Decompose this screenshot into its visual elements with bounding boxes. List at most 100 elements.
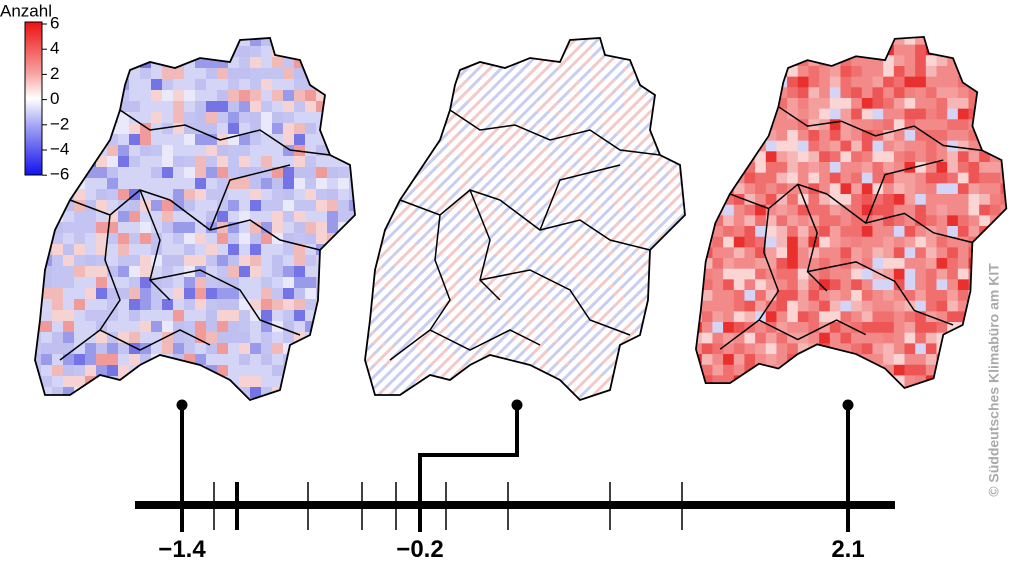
map-cell [503,387,515,399]
map-cell [723,36,735,46]
map-cell [327,134,339,146]
map-cell [129,387,141,399]
map-cell [569,79,581,91]
map-cell [503,299,515,311]
map-cell [861,97,873,110]
map-cell [206,299,218,311]
map-cell [723,108,735,120]
map-cell [613,38,625,47]
map-cell [217,332,229,344]
map-cell [925,322,937,334]
map-cell [808,151,820,163]
map-cell [140,244,152,256]
map-cell [925,343,937,355]
map-cell [404,244,416,256]
map-cell [872,354,884,366]
map-cell [184,387,196,399]
map-cell [393,398,405,400]
map-cell [85,46,97,58]
map-cell [657,376,669,388]
map-cell [851,322,863,334]
map-cell [893,76,905,88]
map-cell [1000,108,1007,120]
map-cell [755,36,767,46]
map-cell [861,279,873,291]
map-cell [547,57,559,69]
map-cell [448,145,460,157]
credit: © Süddeutsches Klimabüro am KIT [986,263,1002,497]
map-cell [797,129,809,142]
map-cell [755,364,767,376]
map-cell [723,354,735,366]
map-cell [547,156,559,168]
map-cell [118,123,130,135]
map-cell [250,189,262,201]
map-cell [349,222,355,234]
map-cell [755,183,767,195]
map-cell [382,189,394,201]
map-cell [492,68,504,80]
map-cell [580,112,592,124]
map-cell [861,236,873,248]
map-cell [893,108,905,120]
map-cell [217,288,229,300]
map-cell [646,255,658,267]
map-cell [646,57,658,69]
map-cell [787,204,799,216]
map-cell [63,310,75,322]
map-cell [250,288,262,300]
map-cell [829,204,841,216]
map-cell [492,266,504,278]
map-cell [915,65,927,78]
map-cell [1000,87,1007,99]
map-cell [228,244,240,256]
map-cell [808,87,820,99]
map-cell [107,321,119,333]
map-cell [316,68,328,80]
map-cell [206,46,218,58]
map-cell [744,375,756,387]
map-cell [470,145,482,157]
map-cell [936,322,948,334]
map-cell [808,279,820,291]
map-cell [657,101,669,113]
map-cell [904,290,916,302]
map-cell [459,211,471,223]
map-cell [968,151,980,163]
map-cell [426,387,438,399]
map-cell [206,156,218,168]
map-cell [415,38,427,47]
map-cell [558,101,570,113]
map-cell [118,200,130,212]
map-cell [338,222,350,234]
map-cell [701,87,713,99]
map-cell [41,200,53,212]
map-cell [701,129,713,142]
map-cell [624,277,636,289]
map-cell [657,266,669,278]
map-cell [85,57,97,69]
map-cell [393,299,405,311]
map-cell [668,200,680,212]
map-cell [481,145,493,157]
map-cell [239,387,251,399]
map-cell [701,322,713,334]
map-cell [261,112,273,124]
map-cell [861,364,873,376]
map-cell [459,244,471,256]
map-cell [679,365,685,377]
map-cell [41,266,53,278]
map-cell [851,76,863,88]
map-cell [206,288,218,300]
map-cell [415,90,427,102]
map-cell [393,200,405,212]
map-cell [426,255,438,267]
map-cell [536,299,548,311]
map-cell [470,156,482,168]
map-cell [840,375,852,387]
map-cell [591,79,603,91]
map-cell [217,222,229,234]
map-cell [646,46,658,58]
map-cell [591,222,603,234]
map-cell [872,258,884,270]
